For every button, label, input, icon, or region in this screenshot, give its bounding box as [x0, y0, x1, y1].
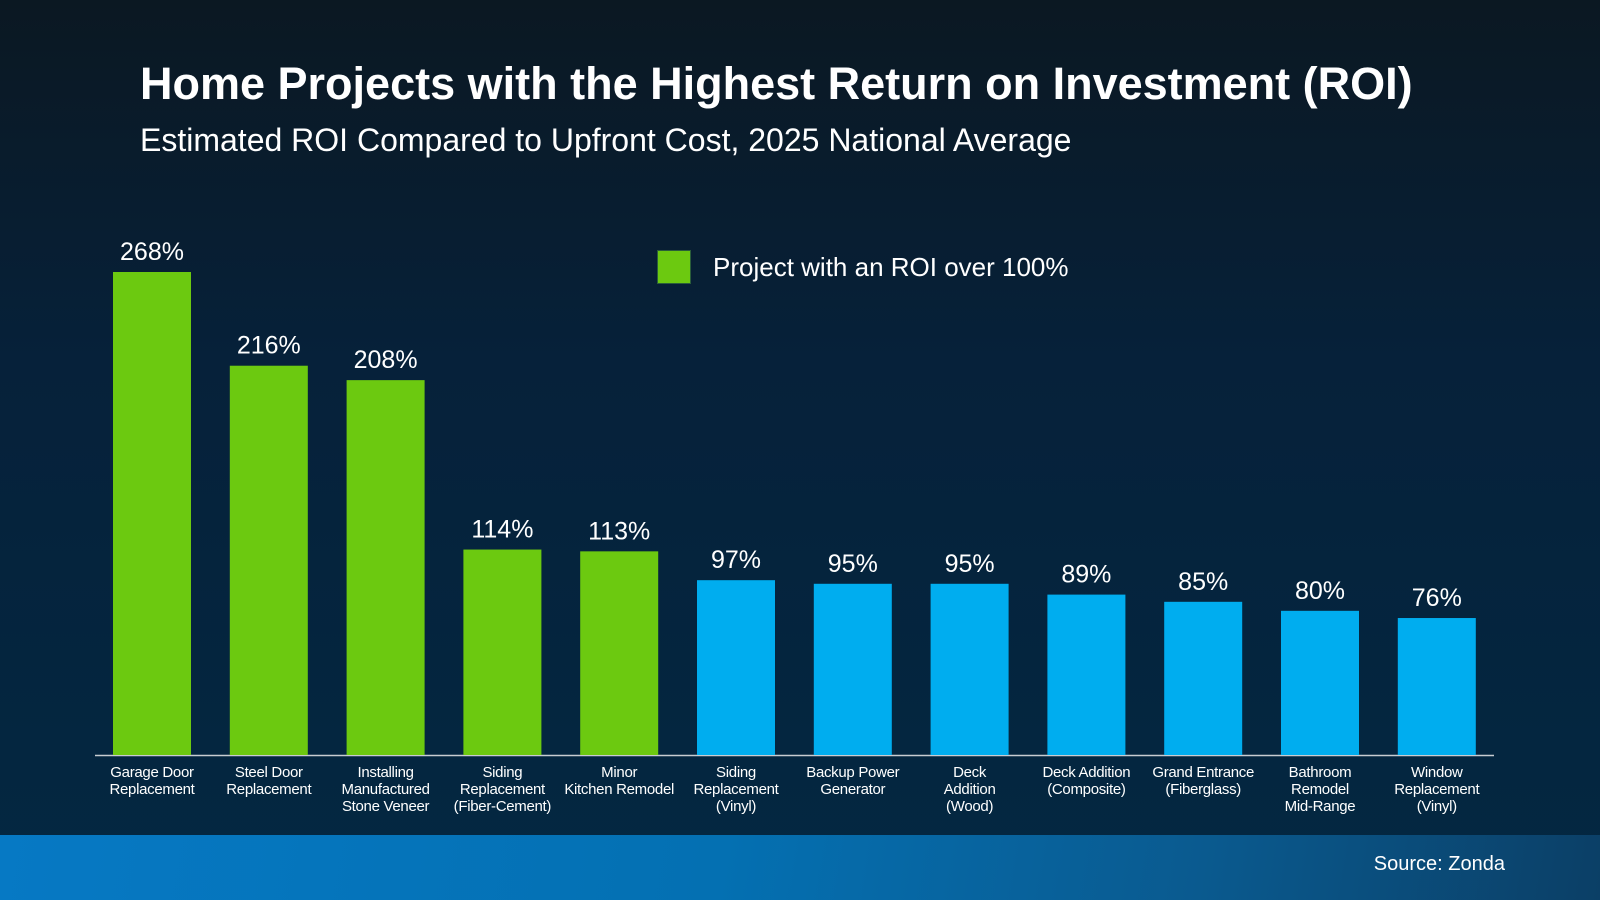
x-tick-label: Siding Replacement (Fiber-Cement) [453, 764, 552, 815]
data-label: 268% [120, 238, 184, 266]
x-tick-label: Garage Door Replacement [109, 764, 195, 798]
legend: Project with an ROI over 100% [657, 250, 1069, 284]
legend-swatch [657, 250, 691, 284]
x-tick-label: Installing Manufactured Stone Veneer [341, 764, 430, 815]
x-tick-label: Deck Addition (Wood) [943, 764, 996, 815]
bar [1047, 594, 1126, 755]
chart-title: Home Projects with the Highest Return on… [140, 58, 1413, 109]
data-label: 95% [828, 550, 878, 578]
x-tick-label: Backup Power Generator [806, 764, 900, 798]
bar [1281, 610, 1359, 755]
footer-band: Source: Zonda [0, 835, 1600, 900]
data-label: 113% [588, 517, 650, 545]
legend-label: Project with an ROI over 100% [713, 251, 1069, 282]
source-note: Source: Zonda [1373, 853, 1505, 875]
bar [1397, 618, 1476, 755]
bar [1164, 601, 1243, 755]
chart-subtitle: Estimated ROI Compared to Upfront Cost, … [140, 122, 1072, 158]
data-label: 216% [237, 332, 301, 360]
x-tick-label: Steel Door Replacement [226, 764, 312, 798]
bar [813, 583, 892, 755]
bar [697, 580, 775, 755]
data-label: 97% [711, 546, 761, 574]
data-label: 95% [945, 550, 995, 578]
bar-chart: 268% 216% 208% 114% 113% 97% 95% 95% 89% 85% 80% 76… [95, 238, 1494, 757]
data-label: 85% [1178, 568, 1228, 596]
x-tick-label: Siding Replacement (Vinyl) [693, 764, 779, 815]
x-tick-label: Minor Kitchen Remodel [564, 764, 675, 798]
x-tick-label: Grand Entrance (Fiberglass) [1152, 764, 1255, 798]
x-tick-label: Deck Addition (Composite) [1042, 764, 1131, 798]
x-tick-label: Bathroom Remodel Mid-Range [1284, 764, 1356, 815]
bar [463, 549, 542, 755]
bar [580, 551, 659, 755]
data-label: 208% [354, 346, 418, 374]
data-label: 89% [1061, 561, 1111, 589]
bar [346, 380, 425, 755]
data-label: 76% [1412, 584, 1462, 612]
bar [113, 272, 191, 755]
bar [930, 583, 1009, 755]
bar [229, 365, 308, 755]
data-label: 114% [471, 516, 533, 544]
x-tick-label: Window Replacement (Vinyl) [1394, 764, 1480, 815]
data-label: 80% [1295, 577, 1345, 605]
